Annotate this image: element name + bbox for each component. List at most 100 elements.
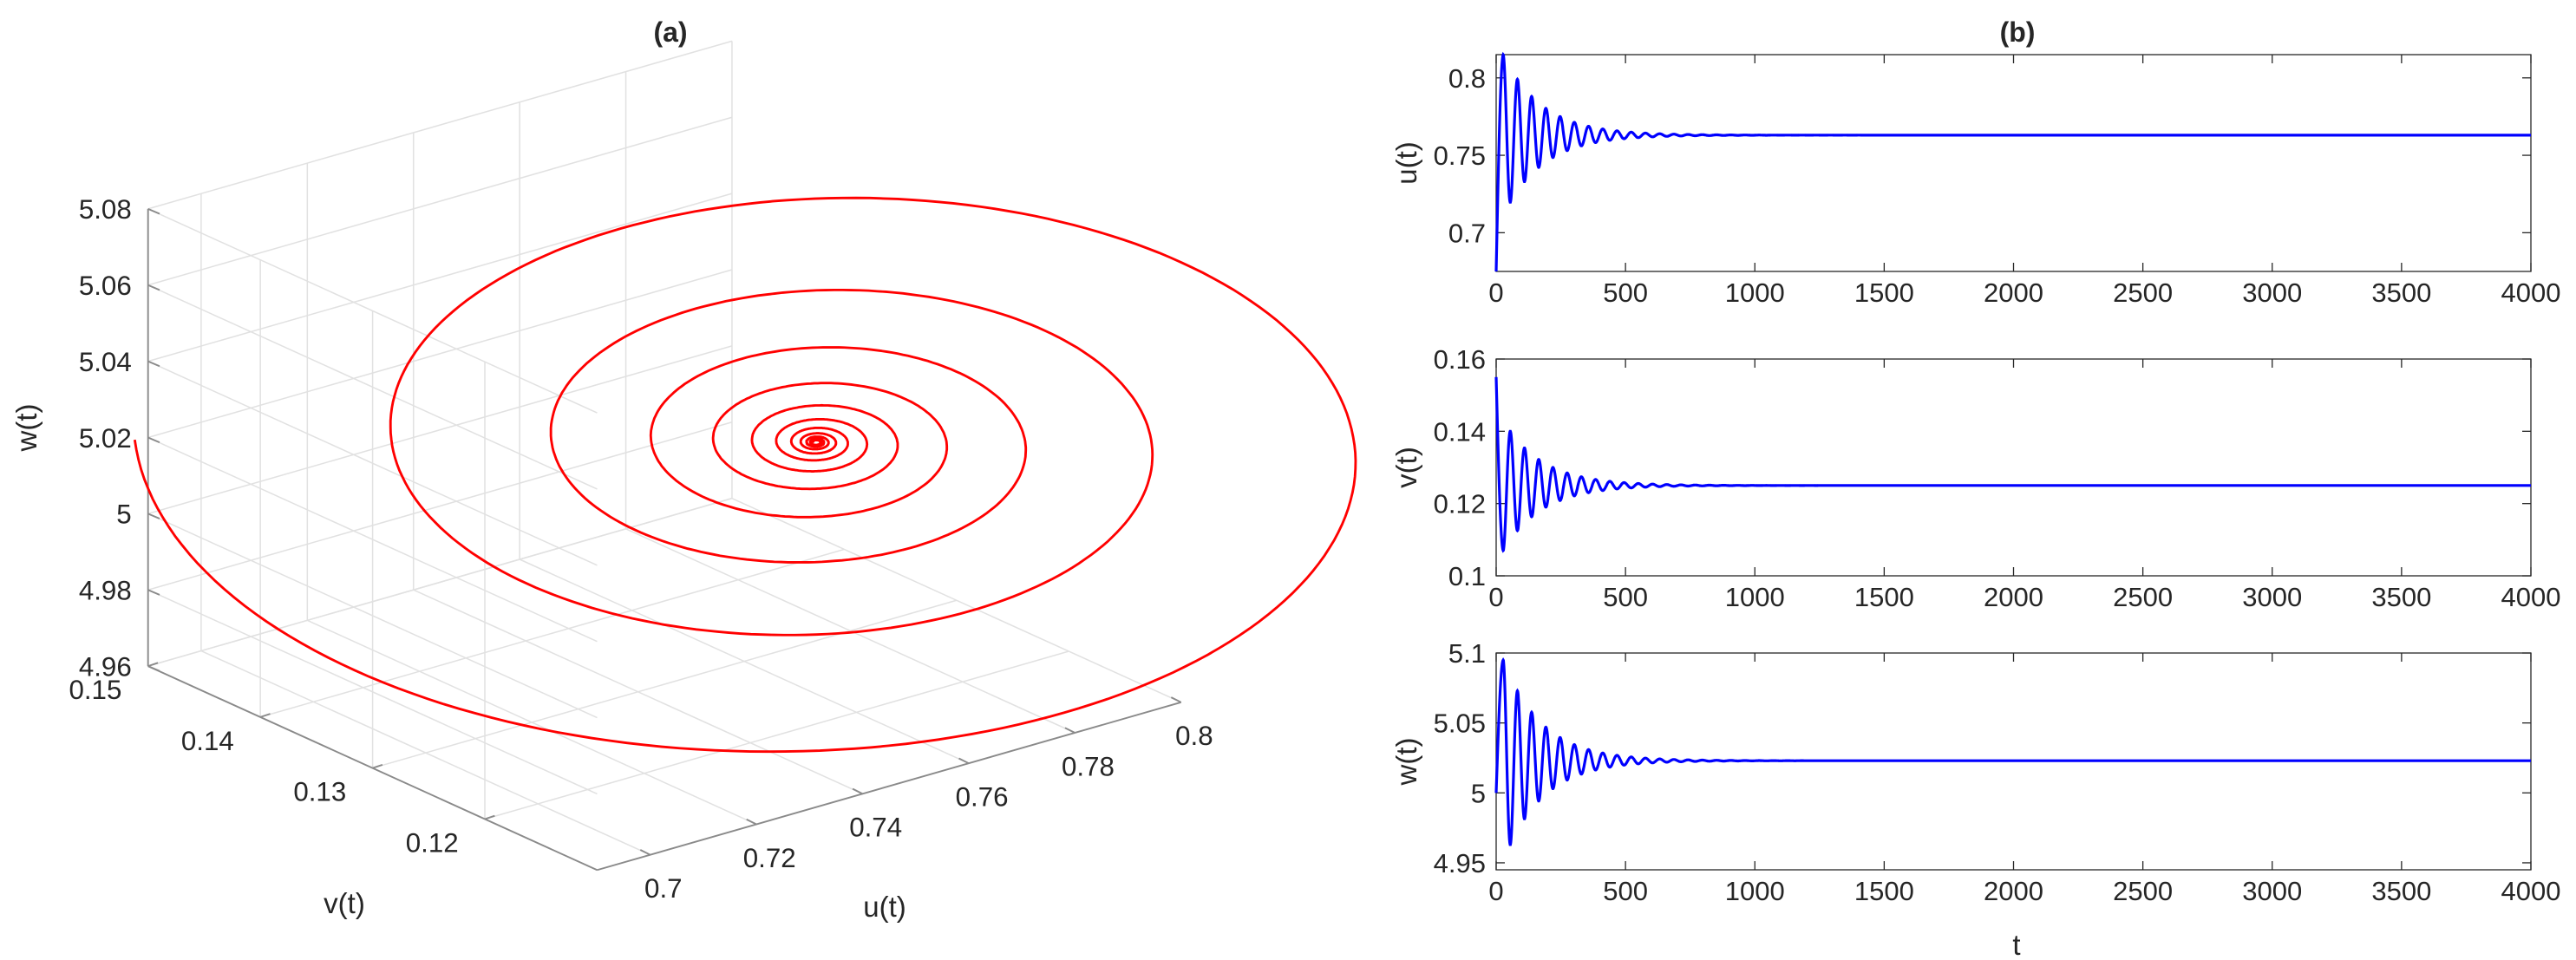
v-tick-label: 0.12 [406,827,459,858]
panel-a-3d-plot: (a) 0.7 0.72 0.74 0.76 0.78 0.8 0.12 0.13 0.14 0.… [10,16,1357,923]
subplot-1-series-line [1494,376,2531,553]
subplot-1-x-tick-label: 3500 [2371,582,2431,612]
grid-left-w [147,589,598,795]
subplot-2-x-tick-label: 0 [1488,876,1503,906]
v-tick-label: 0.15 [69,675,121,705]
grid-back-w [147,497,733,667]
w-tick-mark [147,360,160,368]
subplot-1-x-tick-label: 2500 [2113,582,2173,612]
panel-a-axes [147,207,1182,872]
subplot-2-x-tick-label: 1000 [1725,876,1785,906]
u-tick-mark [1170,696,1182,703]
grid-back-w [147,269,733,439]
panel-b-title: (b) [2000,16,2036,48]
subplot-1-y-label: v(t) [1390,447,1422,488]
panel-a-y-axis-label: v(t) [324,887,365,919]
u-tick-label: 0.74 [849,813,902,843]
subplot-2-x-tick-label: 500 [1603,876,1648,906]
subplot-2-x-tick-label: 2000 [1984,876,2043,906]
subplot-1-x-tick-label: 0 [1488,582,1503,612]
subplot-0-series-line [1494,51,2531,272]
u-tick-label: 0.72 [743,843,796,873]
panel-b-w-subplot: 0 500 1000 1500 2000 2500 3000 3500 4000 4.95 5 5.0… [1390,638,2560,906]
grid-back-w [147,345,733,515]
w-tick-label: 4.98 [79,576,132,606]
u-axis-line [597,701,1181,872]
grid-back-w [147,116,733,286]
grid-back-w [147,193,733,362]
subplot-0-x-tick-label: 3500 [2371,278,2431,308]
w-tick-mark [147,665,160,672]
w-tick-label: 5 [116,500,131,530]
subplot-1-y-tick-label: 0.1 [1448,561,1486,591]
u-tick-label: 0.76 [956,781,1009,812]
v-tick-mark [484,814,495,820]
panel-b-x-axis-label: t [2012,929,2020,960]
u-tick-mark [1064,727,1076,734]
subplot-0-frame [1495,54,2532,272]
v-tick-label: 0.14 [181,726,234,756]
w-tick-mark [147,207,160,215]
subplot-0-x-tick-label: 2500 [2113,278,2173,308]
subplot-2-x-tick-label: 4000 [2501,876,2561,906]
subplot-1-y-tick-label: 0.14 [1434,416,1486,447]
grid-back-w [147,40,733,210]
subplot-1-y-tick-label: 0.16 [1434,344,1486,375]
panel-a-trajectory [133,196,1357,754]
spiral-trajectory-line [133,196,1357,754]
subplot-1-frame [1495,358,2532,577]
subplot-1-x-tick-label: 2000 [1984,582,2043,612]
panel-b-u-subplot: 0 500 1000 1500 2000 2500 3000 3500 4000 0.7 0.75 0… [1390,51,2560,308]
grid-floor-v [259,548,845,718]
subplot-0-y-tick-label: 0.8 [1448,63,1486,94]
panel-a-gridlines [147,40,1182,871]
subplot-2-series-line [1494,656,2531,846]
u-tick-mark [639,849,651,856]
subplot-0-x-tick-label: 500 [1603,278,1648,308]
subplot-0-x-tick-label: 1500 [1854,278,1914,308]
subplot-2-y-tick-label: 5.1 [1448,638,1486,669]
u-tick-label: 0.8 [1175,721,1213,751]
panel-a-tick-labels: 0.70.720.740.760.780.80.120.130.140.154.… [69,194,1213,904]
subplot-1-x-tick-label: 1500 [1854,582,1914,612]
grid-left-w [147,284,598,490]
w-tick-mark [147,284,160,291]
w-tick-label: 4.96 [79,651,132,682]
panel-a-title: (a) [653,16,687,48]
grid-left-w [147,513,598,719]
w-tick-mark [147,436,160,444]
panel-a-z-axis-label: w(t) [10,404,42,453]
u-tick-mark [958,757,970,765]
w-tick-label: 5.02 [79,423,132,454]
u-tick-mark [852,787,863,795]
panel-a-x-axis-label: u(t) [863,891,906,923]
subplot-2-x-tick-label: 2500 [2113,876,2173,906]
u-tick-label: 0.78 [1062,751,1115,781]
panel-b-time-series: (b) 0 500 1000 1500 2000 2500 3000 3500 40000.70… [1390,16,2560,960]
w-tick-mark [147,513,160,519]
subplot-0-y-tick-label: 0.75 [1434,140,1486,171]
subplot-0-x-tick-label: 1000 [1725,278,1785,308]
subplot-0-y-tick-label: 0.7 [1448,218,1486,248]
subplot-0-x-tick-label: 3000 [2242,278,2302,308]
v-tick-label: 0.13 [293,777,346,807]
w-tick-label: 5.08 [79,194,132,225]
subplot-0-x-tick-label: 2000 [1984,278,2043,308]
subplot-1-y-tick-label: 0.12 [1434,489,1486,519]
grid-left-w [147,360,598,566]
w-tick-mark [147,589,160,596]
subplot-0-x-tick-label: 0 [1488,278,1503,308]
grid-left-w [147,436,598,643]
v-tick-mark [259,713,271,718]
subplot-1-x-tick-label: 500 [1603,582,1648,612]
w-tick-label: 5.06 [79,271,132,301]
subplot-1-x-tick-label: 1000 [1725,582,1785,612]
grid-floor-v [484,650,1069,820]
subplot-0-y-label: u(t) [1390,141,1422,185]
subplot-2-x-tick-label: 1500 [1854,876,1914,906]
subplot-2-y-label: w(t) [1390,738,1422,787]
subplot-1-x-tick-label: 3000 [2242,582,2302,612]
v-tick-mark [372,763,383,769]
u-tick-label: 0.7 [644,873,683,904]
